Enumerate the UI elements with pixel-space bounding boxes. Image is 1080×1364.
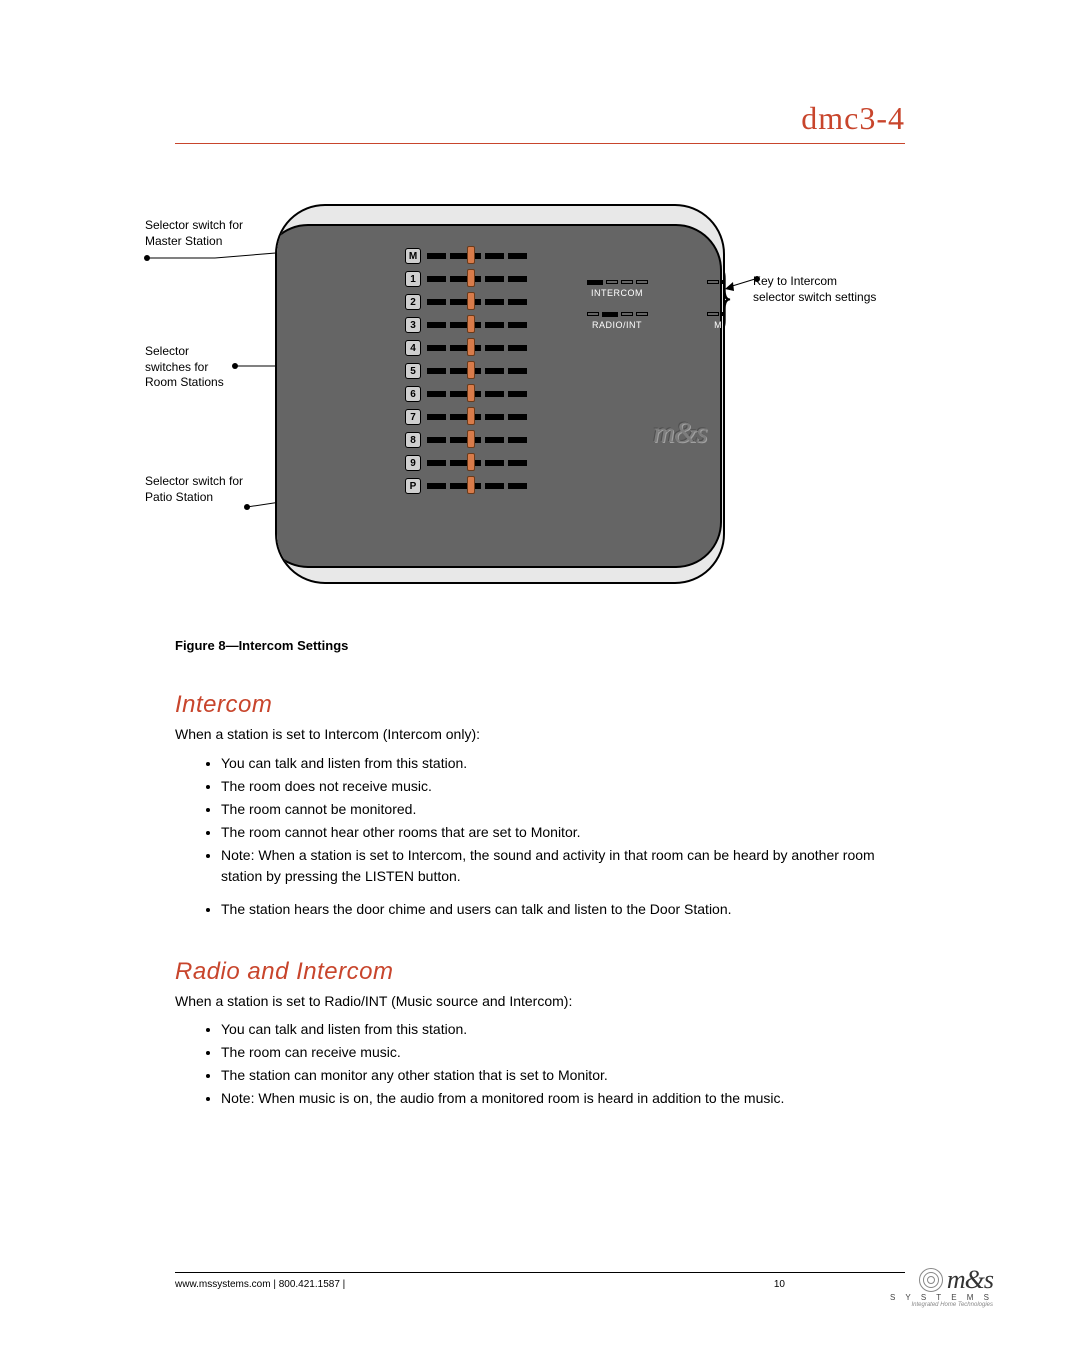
page-content: dmc3-4 Selector switch for Master Statio… [175, 100, 905, 1111]
switch-track [427, 409, 527, 425]
slider-knob [467, 338, 475, 356]
switch-row: 9 [405, 455, 527, 471]
switch-label: 7 [405, 409, 421, 425]
switch-label: M [405, 248, 421, 264]
slider-knob [467, 430, 475, 448]
switch-row: 5 [405, 363, 527, 379]
footer-logo: m&s S Y S T E M S Integrated Home Techno… [890, 1265, 993, 1308]
list-item: The station can monitor any other statio… [221, 1065, 905, 1086]
document-title: dmc3-4 [175, 100, 905, 143]
switch-track [427, 340, 527, 356]
list-item: The station hears the door chime and use… [221, 899, 905, 920]
slider-knob [467, 361, 475, 379]
switch-track [427, 317, 527, 333]
intercom-bullets: You can talk and listen from this statio… [175, 753, 905, 887]
slider-knob [467, 315, 475, 333]
slider-knob [467, 476, 475, 494]
key-monitor: MONITOR [697, 312, 725, 330]
key-off: OFF [697, 280, 725, 298]
list-item: You can talk and listen from this statio… [221, 1019, 905, 1040]
switch-row: 7 [405, 409, 527, 425]
list-item: Note: When music is on, the audio from a… [221, 1088, 905, 1109]
callout-key: Key to Intercom selector switch settings [753, 274, 923, 305]
switch-label: 1 [405, 271, 421, 287]
slider-knob [467, 453, 475, 471]
slider-knob [467, 384, 475, 402]
slider-knob [467, 292, 475, 310]
intro-radio: When a station is set to Radio/INT (Musi… [175, 992, 905, 1012]
callout-master: Selector switch for Master Station [145, 218, 285, 249]
key-intercom: INTERCOM [577, 280, 657, 298]
switch-label: 8 [405, 432, 421, 448]
list-item: The room cannot be monitored. [221, 799, 905, 820]
switch-track [427, 248, 527, 264]
switch-row: 4 [405, 340, 527, 356]
slider-knob [467, 246, 475, 264]
switch-row: 3 [405, 317, 527, 333]
page-number: 10 [774, 1279, 785, 1290]
callout-rooms: Selector switches for Room Stations [145, 344, 255, 391]
key-legend: INTERCOM OFF RADIO/INT MONITOR [577, 280, 725, 344]
heading-intercom: Intercom [175, 691, 905, 719]
switch-track [427, 432, 527, 448]
switch-track [427, 271, 527, 287]
switch-track [427, 455, 527, 471]
switch-track [427, 478, 527, 494]
header-rule [175, 143, 905, 144]
page-footer: www.mssystems.com | 800.421.1587 | 10 m&… [175, 1272, 905, 1290]
switch-row: 6 [405, 386, 527, 402]
switch-row: 2 [405, 294, 527, 310]
list-item: The room can receive music. [221, 1042, 905, 1063]
radio-bullets: You can talk and listen from this statio… [175, 1019, 905, 1109]
switch-label: 6 [405, 386, 421, 402]
intro-intercom: When a station is set to Intercom (Inter… [175, 725, 905, 745]
intercom-bullets-2: The station hears the door chime and use… [175, 899, 905, 920]
switch-row: 8 [405, 432, 527, 448]
switch-label: 3 [405, 317, 421, 333]
figure-caption: Figure 8—Intercom Settings [175, 638, 905, 653]
footer-rule [175, 1272, 905, 1273]
switch-row: 1 [405, 271, 527, 287]
slider-knob [467, 269, 475, 287]
switch-label: 9 [405, 455, 421, 471]
switch-label: 4 [405, 340, 421, 356]
switch-track [427, 386, 527, 402]
speaker-icon [919, 1268, 943, 1292]
figure-diagram: Selector switch for Master Station Selec… [175, 204, 905, 624]
list-item: The room cannot hear other rooms that ar… [221, 822, 905, 843]
list-item: Note: When a station is set to Intercom,… [221, 845, 905, 887]
intercom-panel: M 1 2 3 4 5 6 7 8 9 P INTERCOM OFF RADIO/INT [275, 204, 725, 584]
switch-track [427, 363, 527, 379]
list-item: The room does not receive music. [221, 776, 905, 797]
switch-track [427, 294, 527, 310]
heading-radio: Radio and Intercom [175, 958, 905, 986]
switch-row: M [405, 248, 527, 264]
key-radioint: RADIO/INT [577, 312, 657, 330]
callout-patio: Selector switch for Patio Station [145, 474, 285, 505]
slider-knob [467, 407, 475, 425]
footer-left: www.mssystems.com | 800.421.1587 | [175, 1279, 345, 1290]
switch-column: M 1 2 3 4 5 6 7 8 9 P [405, 248, 527, 501]
list-item: You can talk and listen from this statio… [221, 753, 905, 774]
switch-label: 2 [405, 294, 421, 310]
switch-label: P [405, 478, 421, 494]
switch-row: P [405, 478, 527, 494]
ms-logo: m&s [653, 416, 707, 450]
switch-label: 5 [405, 363, 421, 379]
